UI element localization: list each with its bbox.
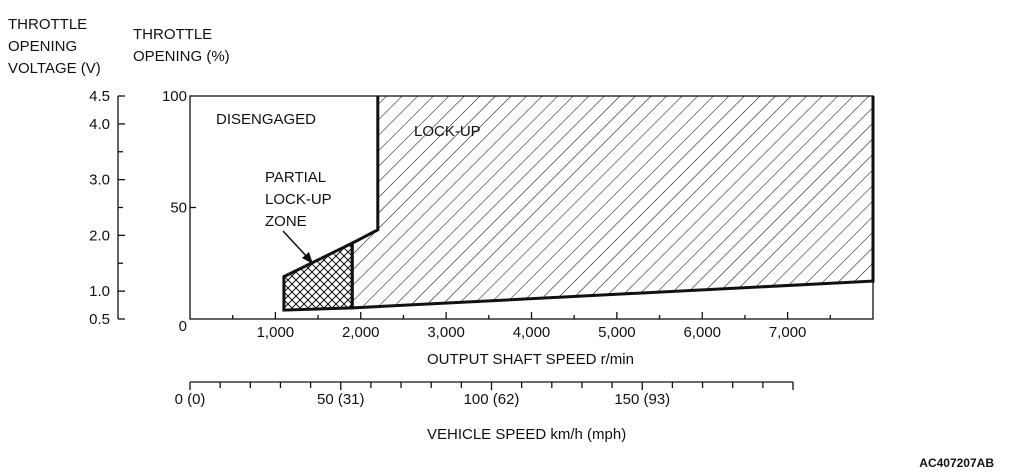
partial-lockup-zone-region xyxy=(283,243,353,311)
shaft-speed-tick-label: 4,000 xyxy=(513,324,551,341)
voltage-axis: 4.5 4.0 3.0 2.0 1.0 0.5 xyxy=(89,88,125,328)
vehicle-speed-tick-label: 0 (0) xyxy=(175,391,206,408)
vehicle-speed-tick-label: 150 (93) xyxy=(614,391,670,408)
partial-zone-boundary xyxy=(282,240,354,312)
vehicle-speed-tick-label: 50 (31) xyxy=(317,391,365,408)
opening-title-line: THROTTLE xyxy=(133,26,212,43)
disengaged-label: DISENGAGED xyxy=(216,111,316,128)
vehicle-speed-axis-label: VEHICLE SPEED km/h (mph) xyxy=(427,426,626,443)
vehicle-speed-axis: 0 (0) 50 (31) 100 (62) 150 (93) xyxy=(175,381,794,408)
partial-label-line: LOCK-UP xyxy=(265,191,332,208)
partial-label-line: PARTIAL xyxy=(265,169,326,186)
opening-tick-label: 100 xyxy=(162,88,187,105)
voltage-tick-label: 3.0 xyxy=(89,172,110,189)
voltage-tick-label: 4.5 xyxy=(89,88,110,105)
shaft-speed-axis: 1,000 2,000 3,000 4,000 5,000 6,000 7,000 xyxy=(232,312,831,341)
opening-axis: 100 50 0 xyxy=(162,88,196,335)
voltage-title-line: THROTTLE xyxy=(8,16,87,33)
voltage-title-line: OPENING xyxy=(8,38,77,55)
voltage-tick-label: 0.5 xyxy=(89,311,110,328)
opening-axis-title: THROTTLE OPENING (%) xyxy=(133,26,230,65)
vehicle-speed-tick-label: 100 (62) xyxy=(464,391,520,408)
partial-label-line: ZONE xyxy=(265,213,307,230)
shaft-speed-tick-label: 5,000 xyxy=(598,324,636,341)
shaft-speed-tick-label: 6,000 xyxy=(683,324,721,341)
shaft-speed-tick-label: 3,000 xyxy=(427,324,465,341)
shaft-speed-axis-label: OUTPUT SHAFT SPEED r/min xyxy=(427,351,634,368)
voltage-tick-label: 2.0 xyxy=(89,227,110,244)
lockup-zone-region xyxy=(352,96,873,308)
shaft-speed-tick-label: 1,000 xyxy=(257,324,295,341)
opening-tick-label: 0 xyxy=(179,318,187,335)
opening-title-line: OPENING (%) xyxy=(133,48,230,65)
voltage-axis-title: THROTTLE OPENING VOLTAGE (V) xyxy=(8,16,101,77)
partial-zone-pointer-arrow xyxy=(282,230,313,264)
shaft-speed-tick-label: 2,000 xyxy=(342,324,380,341)
diagram-code: AC407207AB xyxy=(919,456,994,470)
opening-tick-label: 50 xyxy=(170,200,187,217)
voltage-tick-label: 4.0 xyxy=(89,116,110,133)
voltage-tick-label: 1.0 xyxy=(89,283,110,300)
partial-zone-label: PARTIAL LOCK-UP ZONE xyxy=(265,169,336,230)
lockup-label: LOCK-UP xyxy=(414,123,481,140)
plot-area xyxy=(189,95,875,320)
shaft-speed-tick-label: 7,000 xyxy=(769,324,807,341)
voltage-title-line: VOLTAGE (V) xyxy=(8,60,101,77)
